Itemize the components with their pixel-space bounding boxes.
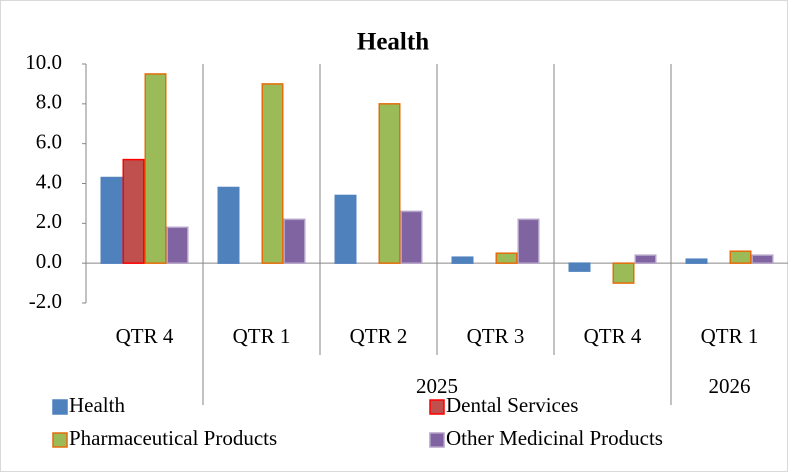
bar bbox=[751, 254, 774, 264]
bar bbox=[122, 158, 145, 264]
legend-swatch bbox=[429, 432, 445, 448]
bar bbox=[400, 210, 423, 264]
bar bbox=[100, 176, 123, 264]
y-tick-label: 2.0 bbox=[36, 209, 62, 233]
bar bbox=[451, 256, 474, 264]
bar bbox=[612, 262, 635, 284]
x-tick-label: QTR 2 bbox=[350, 324, 408, 348]
bar bbox=[334, 194, 357, 264]
bar bbox=[378, 103, 401, 264]
legend-swatch bbox=[52, 399, 68, 415]
bar bbox=[217, 186, 240, 264]
y-tick-label: 0.0 bbox=[36, 249, 62, 273]
x-tick-label: QTR 1 bbox=[701, 324, 759, 348]
y-tick-label: -2.0 bbox=[29, 289, 62, 313]
legend-swatch bbox=[429, 399, 445, 415]
y-tick-label: 4.0 bbox=[36, 169, 62, 193]
bar bbox=[144, 73, 167, 264]
bar bbox=[634, 254, 657, 264]
legend-label: Pharmaceutical Products bbox=[69, 426, 277, 450]
x-tick-label: QTR 3 bbox=[467, 324, 525, 348]
y-tick-label: 10.0 bbox=[25, 50, 62, 74]
y-tick-label: 8.0 bbox=[36, 90, 62, 114]
bar bbox=[261, 83, 284, 264]
x-tick-label: QTR 4 bbox=[116, 324, 174, 348]
bar bbox=[283, 218, 306, 264]
bar bbox=[517, 218, 540, 264]
legend-label: Dental Services bbox=[446, 393, 578, 417]
bar bbox=[685, 258, 708, 264]
bar bbox=[166, 226, 189, 264]
legend-swatch bbox=[52, 432, 68, 448]
x-tick-label: QTR 1 bbox=[233, 324, 291, 348]
group-label: 2026 bbox=[709, 374, 751, 398]
bar bbox=[495, 252, 518, 264]
chart-title: Health bbox=[357, 29, 429, 56]
bar bbox=[729, 250, 752, 264]
legend-label: Health bbox=[69, 393, 125, 417]
x-tick-label: QTR 4 bbox=[584, 324, 642, 348]
legend-label: Other Medicinal Products bbox=[446, 426, 663, 450]
group-label: 2025 bbox=[416, 374, 458, 398]
y-tick-label: 6.0 bbox=[36, 129, 62, 153]
bar bbox=[568, 262, 591, 272]
